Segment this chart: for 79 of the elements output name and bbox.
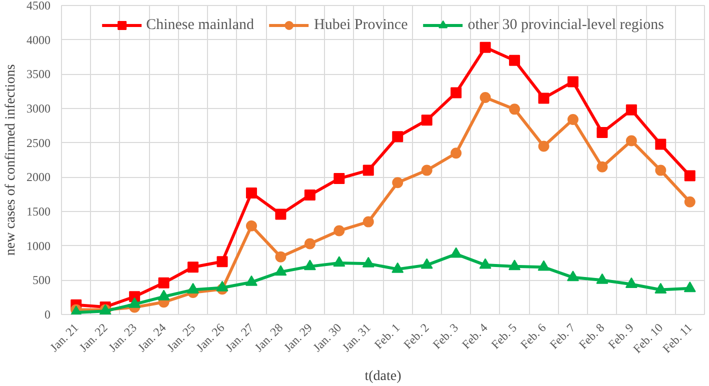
y-tick-label: 1500 — [26, 204, 50, 218]
point — [567, 114, 578, 125]
x-tick-label: Feb. 3 — [430, 320, 462, 352]
point — [216, 256, 228, 268]
point — [392, 262, 404, 273]
point — [420, 258, 433, 269]
x-tick-label: Feb. 6 — [518, 320, 549, 352]
point — [654, 282, 667, 294]
point — [480, 42, 491, 53]
point — [625, 277, 638, 288]
x-tick-label: Feb. 4 — [459, 320, 490, 352]
y-tick-label: 500 — [32, 273, 50, 288]
point — [479, 258, 492, 269]
point — [304, 260, 316, 270]
point — [158, 290, 170, 300]
point — [362, 164, 374, 176]
point — [655, 164, 666, 176]
point — [508, 260, 521, 270]
y-tick-label: 2500 — [26, 136, 50, 150]
point — [245, 275, 258, 286]
x-axis-title: t(date) — [364, 368, 402, 384]
y-tick-label: 4500 — [26, 0, 50, 12]
y-tick-label: 1000 — [26, 238, 50, 253]
point — [509, 54, 520, 66]
point — [392, 177, 404, 188]
legend-label: other 30 provincial-level regions — [468, 16, 664, 34]
point — [538, 92, 550, 104]
y-tick-label: 4000 — [26, 32, 50, 47]
y-tick-label: 2000 — [26, 170, 50, 184]
point — [450, 87, 462, 98]
point — [275, 251, 286, 262]
point — [158, 277, 170, 288]
point — [362, 216, 374, 228]
x-tick-label: Feb. 1 — [371, 320, 403, 352]
point — [538, 140, 550, 152]
point — [538, 260, 550, 271]
point — [450, 247, 462, 258]
point — [567, 76, 578, 88]
point — [392, 131, 404, 142]
y-tick-label: 3000 — [26, 102, 50, 116]
point — [304, 190, 316, 201]
point — [188, 262, 199, 273]
point — [684, 282, 696, 292]
point — [684, 196, 696, 208]
point — [684, 170, 696, 182]
legend-label: Chinese mainland — [146, 16, 254, 34]
point — [216, 280, 228, 292]
point — [246, 220, 257, 232]
point — [334, 173, 345, 184]
point — [596, 127, 608, 138]
y-tick-label: 3500 — [26, 67, 50, 82]
point — [596, 161, 608, 172]
point — [626, 104, 637, 116]
point — [596, 273, 608, 284]
y-axis-title: new cases of confirmed infections — [4, 64, 18, 256]
point — [246, 187, 257, 198]
x-tick-label: Jan. 28 — [252, 320, 286, 354]
x-tick-label: Feb. 5 — [488, 320, 520, 352]
x-tick-label: Feb. 7 — [546, 320, 578, 352]
point — [187, 282, 200, 294]
legend-label: Hubei Province — [314, 16, 408, 34]
point — [274, 265, 287, 276]
point — [655, 138, 666, 150]
point — [275, 208, 286, 220]
y-tick-label: 0 — [44, 308, 50, 322]
point — [626, 135, 637, 146]
point — [333, 256, 346, 267]
point — [334, 225, 345, 236]
point — [304, 238, 316, 250]
x-tick-label: Feb. 8 — [576, 320, 608, 352]
point — [566, 270, 579, 282]
point — [421, 164, 432, 176]
point — [362, 256, 374, 268]
point — [128, 297, 141, 308]
point — [480, 92, 491, 104]
point — [450, 148, 462, 159]
x-tick-label: Feb. 2 — [400, 320, 432, 352]
point — [421, 114, 432, 126]
point — [509, 104, 520, 115]
